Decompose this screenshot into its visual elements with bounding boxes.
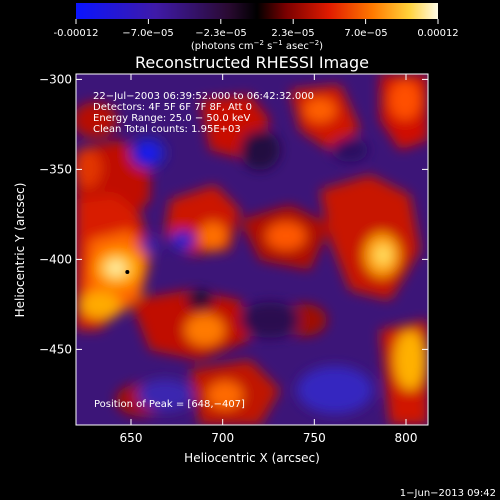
plot-frame [75, 73, 429, 426]
colorbar-ticks [75, 19, 439, 24]
colorbar-tick-label-0: -0.00012 [54, 28, 99, 39]
chart-title: Reconstructed RHESSI Image [135, 53, 369, 72]
y-axis-label: Heliocentric Y (arcsec) [13, 183, 27, 318]
peak-position-label: Position of Peak = [648,−407] [94, 399, 245, 410]
colorbar-tick-label-3: 2.3e−05 [271, 28, 314, 39]
y-tick-label-2: −400 [39, 252, 72, 266]
colorbar-tick-label-5: 0.00012 [417, 28, 458, 39]
colorbar [76, 3, 438, 19]
footer-timestamp: 1−Jun−2013 09:42 [400, 488, 496, 499]
heatmap-image [76, 74, 428, 425]
y-tick-label-0: −300 [39, 72, 72, 86]
colorbar-tick-label-1: −7.0e−05 [122, 28, 174, 39]
y-tick-label-1: −350 [39, 162, 72, 176]
annotation-energy: Energy Range: 25.0 − 50.0 keV [93, 113, 250, 124]
annotation-time: 22−Jul−2003 06:39:52.000 to 06:42:32.000 [93, 91, 314, 102]
colorbar-unit-label: (photons cm−2 s−1 asec−2) [191, 39, 323, 52]
peak-marker [125, 270, 130, 274]
x-tick-label-0: 650 [120, 431, 143, 445]
x-tick-label-3: 800 [395, 431, 418, 445]
x-axis-label: Heliocentric X (arcsec) [184, 451, 320, 465]
annotation-clean: Clean Total counts: 1.95E+03 [93, 124, 241, 135]
x-tick-label-2: 750 [303, 431, 326, 445]
colorbar-tick-label-4: 7.0e−05 [344, 28, 387, 39]
x-tick-label-1: 700 [211, 431, 234, 445]
y-tick-label-3: −450 [39, 342, 72, 356]
x-axis-ticks: 650 700 750 800 [120, 74, 418, 445]
annotation-detectors: Detectors: 4F 5F 6F 7F 8F, Att 0 [93, 102, 252, 113]
y-axis-ticks: −300 −350 −400 −450 [39, 72, 428, 356]
colorbar-tick-label-2: −2.3e−05 [195, 28, 247, 39]
